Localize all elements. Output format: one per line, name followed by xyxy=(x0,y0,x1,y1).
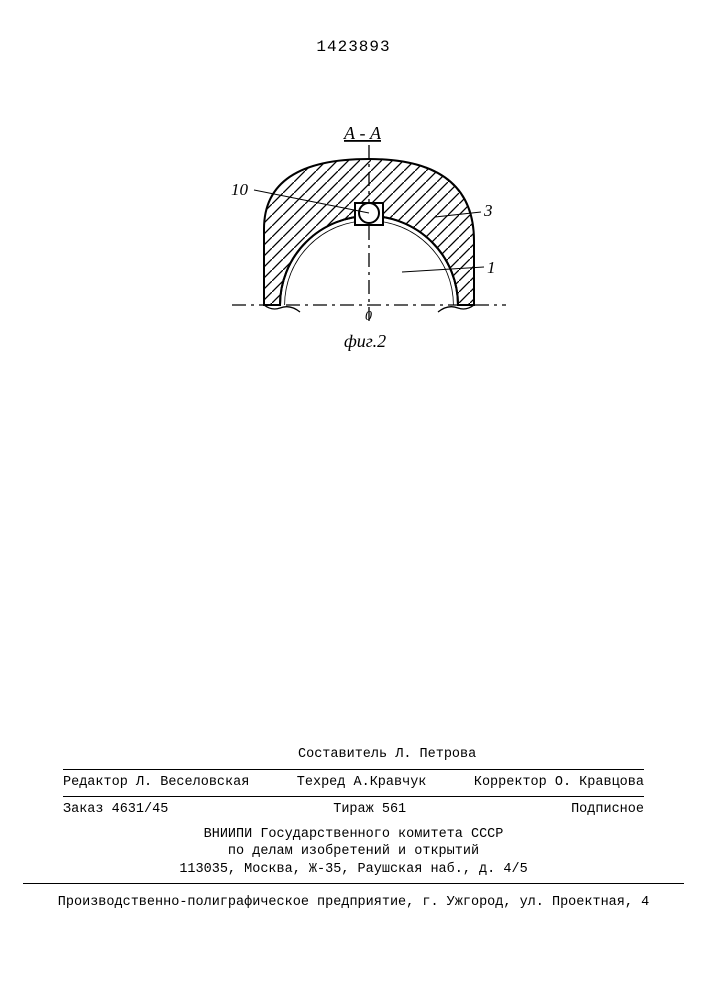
org-address: 113035, Москва, Ж-35, Раушская наб., д. … xyxy=(63,861,644,879)
callout-10: 10 xyxy=(231,180,249,199)
order-row: Заказ 4631/45 Тираж 561 Подписное xyxy=(63,802,644,818)
credit-row-1: Редактор Л. Веселовская Техред А.Кравчук… xyxy=(63,775,644,791)
footer-printer: Производственно-полиграфическое предприя… xyxy=(36,895,671,910)
corrector-credit: Корректор О. Кравцова xyxy=(474,775,644,791)
rule-2 xyxy=(63,796,644,797)
callout-3: 3 xyxy=(483,201,493,220)
origin-label: 0 xyxy=(365,309,372,324)
callout-1: 1 xyxy=(487,258,496,277)
document-number: 1423893 xyxy=(0,38,707,56)
break-line-right xyxy=(438,305,474,312)
circulation: Тираж 561 xyxy=(333,802,406,818)
order-number: Заказ 4631/45 xyxy=(63,802,168,818)
break-line-left xyxy=(264,305,300,312)
credits-block: Составитель Л. Петрова Редактор Л. Весел… xyxy=(63,747,644,878)
rule-bottom xyxy=(23,883,684,884)
org-line-1: ВНИИПИ Государственного комитета СССР xyxy=(63,826,644,844)
rule-1 xyxy=(63,769,644,770)
figure-2: А - А 10 3 1 0 фиг.2 xyxy=(0,105,707,370)
org-line-2: по делам изобретений и открытий xyxy=(63,843,644,861)
subscription: Подписное xyxy=(571,802,644,818)
section-label: А - А xyxy=(343,123,382,143)
compiler-credit: Составитель Л. Петрова xyxy=(63,747,644,763)
editor-credit: Редактор Л. Веселовская xyxy=(63,775,249,791)
figure-caption: фиг.2 xyxy=(344,331,386,351)
techeditor-credit: Техред А.Кравчук xyxy=(297,775,427,791)
